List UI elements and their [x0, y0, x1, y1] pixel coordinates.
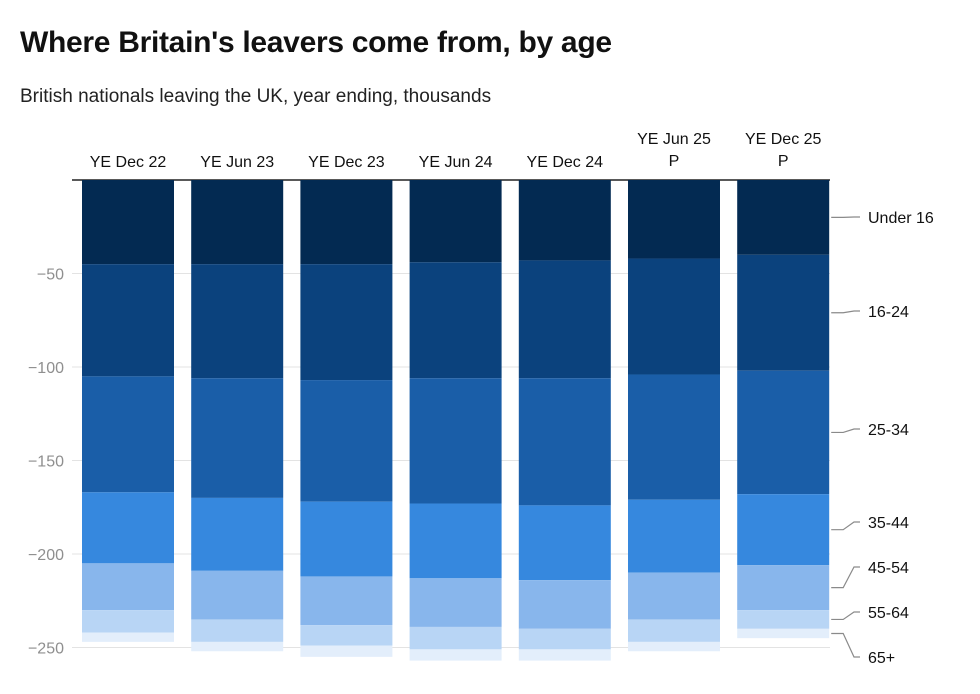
bar-segment-16-24 [409, 262, 502, 379]
legend-label: 55-64 [868, 605, 909, 622]
bar-segment-16-24 [737, 254, 830, 371]
bar-segment-35-44 [82, 492, 174, 564]
legend-label: 65+ [868, 650, 895, 667]
bar-segment-35-44 [628, 499, 720, 573]
legend-label: 25-34 [868, 422, 909, 439]
legend-leader-line [831, 566, 860, 589]
y-tick-label: −50 [37, 267, 64, 284]
bar-segment-25-34 [191, 378, 284, 498]
bar-segment-35-44 [518, 505, 611, 581]
bar-segment-under-16 [737, 180, 830, 255]
category-label: YE Dec 23 [308, 154, 385, 171]
bar-segment-under-16 [82, 180, 174, 265]
category-label: YE Jun 24 [419, 154, 493, 171]
bar-segment-55-64 [518, 628, 611, 650]
bar-segment-55-64 [300, 625, 393, 646]
category-label: P [778, 153, 789, 170]
bar-segment-45-54 [628, 572, 720, 620]
bar-segment-16-24 [82, 264, 174, 377]
category-label: YE Jun 23 [200, 154, 274, 171]
bar-segment-65- [737, 628, 830, 639]
category-label: YE Dec 25 [745, 131, 822, 148]
category-label: YE Dec 22 [90, 154, 167, 171]
bar-segment-25-34 [300, 380, 393, 502]
legend-label: 16-24 [868, 304, 909, 321]
bar-segment-65- [300, 645, 393, 657]
bar-segment-under-16 [409, 180, 502, 263]
chart-title: Where Britain's leavers come from, by ag… [20, 26, 612, 59]
category-label: YE Jun 25 [637, 131, 711, 148]
bar-segment-65- [518, 649, 611, 661]
bar-segment-65- [191, 641, 284, 652]
bar-segment-45-54 [300, 576, 393, 626]
y-tick-label: −100 [28, 360, 64, 377]
category-label: YE Dec 24 [527, 154, 604, 171]
bar-segment-45-54 [82, 563, 174, 611]
bar-segment-65- [82, 632, 174, 642]
bar-segment-55-64 [82, 610, 174, 633]
y-tick-label: −250 [28, 641, 64, 658]
legend-leader-line [831, 611, 860, 621]
bar-segment-under-16 [300, 180, 393, 265]
legend-label: 35-44 [868, 515, 909, 532]
bar-segment-16-24 [300, 264, 393, 381]
bar-segment-55-64 [737, 610, 830, 629]
bar-segment-45-54 [191, 570, 284, 620]
legend-label: Under 16 [868, 210, 934, 227]
bar-segment-25-34 [82, 376, 174, 493]
bar-segment-35-44 [737, 494, 830, 566]
bar-segment-25-34 [518, 378, 611, 506]
legend-leader-line [831, 521, 860, 531]
bar-segment-55-64 [409, 626, 502, 650]
bar-segment-25-34 [737, 370, 830, 495]
bar-segment-under-16 [628, 180, 720, 259]
bar-segment-65- [409, 649, 502, 661]
bar-segment-45-54 [737, 565, 830, 611]
bar-segment-under-16 [191, 180, 284, 265]
bar-segment-55-64 [628, 619, 720, 642]
bar-segment-35-44 [409, 503, 502, 579]
y-tick-label: −200 [28, 547, 64, 564]
bar-segment-16-24 [191, 264, 284, 379]
bar-segment-25-34 [628, 374, 720, 500]
bar-segment-16-24 [628, 258, 720, 375]
chart-subtitle: British nationals leaving the UK, year e… [20, 86, 492, 107]
category-label: P [669, 153, 680, 170]
bar-segment-35-44 [191, 497, 284, 571]
bar-segment-under-16 [518, 180, 611, 261]
bar-segment-55-64 [191, 619, 284, 642]
legend-label: 45-54 [868, 560, 909, 577]
y-tick-label: −150 [28, 454, 64, 471]
bar-segment-35-44 [300, 501, 393, 577]
bar-segment-45-54 [409, 578, 502, 627]
bar-segment-65- [628, 641, 720, 652]
bar-segment-16-24 [518, 260, 611, 379]
legend-leader-line [831, 632, 860, 658]
bar-segment-45-54 [518, 580, 611, 629]
bar-segment-25-34 [409, 378, 502, 504]
legend-leader-line [831, 428, 860, 434]
legend-leader-line [831, 310, 860, 314]
